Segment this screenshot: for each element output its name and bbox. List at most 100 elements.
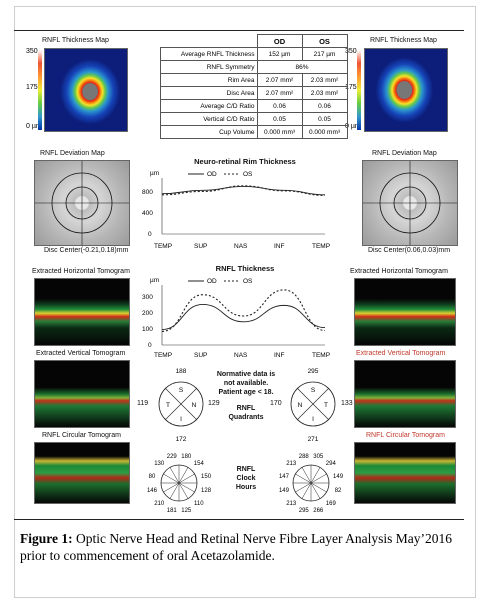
rim-xtick: TEMP	[154, 243, 172, 250]
clock-hour-value: 305	[313, 454, 324, 460]
table-cell-os: 0.06	[301, 99, 348, 113]
clock-spoke	[301, 467, 312, 484]
table-row: Average RNFL Thickness 152 µm 217 µm	[160, 47, 348, 61]
od-quadrant-left: 119	[137, 400, 149, 407]
od-quadrant-s: S	[179, 387, 184, 394]
clock-hour-value: 229	[167, 454, 178, 460]
clock-hour-value: 82	[335, 488, 342, 494]
clock-spoke	[301, 482, 312, 499]
rnfl-ytick: 200	[142, 310, 153, 317]
clock-title-line1: RNFL	[236, 466, 256, 473]
rnfl-ytick: 0	[148, 342, 152, 349]
clock-hour-value: 180	[181, 454, 192, 460]
left-color-scale	[38, 50, 42, 130]
table-row-label: RNFL Symmetry	[160, 60, 258, 74]
od-quadrant-chart: 188 S T N I 172	[158, 368, 204, 443]
clock-title: RNFL Clock Hours	[221, 465, 271, 492]
rim-legend-os: OS	[243, 171, 253, 178]
table-cell-symmetry: 86%	[256, 60, 348, 74]
clock-spoke	[310, 482, 321, 499]
left-vertical-title: Extracted Vertical Tomogram	[36, 350, 126, 357]
clock-hour-value: 213	[286, 461, 297, 467]
table-row-label: Vertical C/D Ratio	[160, 112, 258, 126]
os-quadrant-left: 170	[270, 400, 282, 407]
clock-title-line3: Hours	[235, 484, 257, 491]
rnfl-chart-title: RNFL Thickness	[215, 264, 275, 273]
clock-hour-value: 149	[333, 474, 344, 480]
rim-chart: µm OD OS 800 400 0 TEMP SUP NAS INF TEMP	[142, 170, 330, 250]
table-cell-os: 2.03 mm²	[301, 86, 348, 100]
quadrant-title: RNFL Quadrants	[221, 404, 271, 422]
right-thickness-map-title: RNFL Thickness Map	[370, 37, 437, 44]
right-deviation-title: RNFL Deviation Map	[372, 150, 437, 157]
clock-hour-value: 149	[279, 488, 290, 494]
summary-table: OD OS Average RNFL Thickness 152 µm 217 …	[160, 34, 348, 139]
top-rule	[14, 30, 464, 31]
table-row: RNFL Symmetry 86%	[160, 60, 348, 74]
clock-spoke	[169, 482, 180, 499]
rim-ytick: 800	[142, 189, 153, 196]
right-scale-mid: 175	[345, 84, 357, 91]
clock-hour-value: 210	[154, 501, 165, 507]
left-deviation-title: RNFL Deviation Map	[40, 150, 105, 157]
table-header-blank	[160, 34, 258, 48]
table-row: Vertical C/D Ratio 0.05 0.05	[160, 112, 348, 126]
rnfl-legend-od: OD	[207, 278, 217, 285]
clock-hour-value: 266	[313, 508, 324, 514]
right-horizontal-title: Extracted Horizontal Tomogram	[350, 268, 448, 275]
clock-spoke	[310, 467, 321, 484]
quadrant-title-line2: Quadrants	[228, 414, 264, 421]
table-cell-os: 0.05	[301, 112, 348, 126]
series-line-od	[161, 303, 326, 330]
right-circular-title: RNFL Circular Tomogram	[366, 432, 445, 439]
left-scale-bot: 0 µm	[26, 123, 42, 130]
od-quadrant-bottom: 172	[176, 436, 187, 443]
quadrant-note: Normative data is not available. Patient…	[196, 370, 296, 397]
od-quadrant-t: T	[166, 402, 170, 409]
rim-legend-od: OD	[207, 171, 217, 178]
clock-hour-value: 213	[286, 501, 297, 507]
table-cell-od: 2.07 mm²	[256, 86, 303, 100]
table-cell-od: 0.000 mm³	[256, 125, 303, 139]
left-circular-tomogram	[34, 442, 130, 504]
os-quadrant-top: 295	[308, 368, 319, 375]
rnfl-xtick: SUP	[194, 352, 207, 359]
table-row: Rim Area 2.07 mm² 2.03 mm²	[160, 73, 348, 87]
rim-xtick: SUP	[194, 243, 207, 250]
od-quadrant-n: N	[192, 402, 197, 409]
right-horizontal-tomogram	[354, 278, 456, 346]
rnfl-xtick: NAS	[234, 352, 248, 359]
table-row-label: Cup Volume	[160, 125, 258, 139]
clock-hour-value: 128	[201, 488, 212, 494]
table-cell-os: 0.000 mm³	[301, 125, 348, 139]
clock-spoke	[163, 473, 180, 484]
clock-spoke	[310, 482, 327, 493]
clock-hour-value: 125	[181, 508, 192, 514]
table-cell-od: 0.05	[256, 112, 303, 126]
rim-series	[161, 185, 326, 196]
clock-hour-value: 147	[279, 474, 290, 480]
clock-spoke	[178, 482, 195, 493]
left-disc-center: Disc Center(-0.21,0.18)mm	[44, 247, 129, 254]
right-disc-center: Disc Center(0.06,0.03)mm	[368, 247, 451, 254]
table-cell-os: 2.03 mm²	[301, 73, 348, 87]
right-deviation-map	[362, 160, 458, 246]
right-scale-bot: 0 µm	[345, 123, 361, 130]
quadrant-note-line2: not available.	[223, 380, 269, 387]
rnfl-series	[161, 289, 326, 333]
left-deviation-map	[34, 160, 130, 246]
rim-chart-unit: µm	[150, 170, 159, 177]
series-line-od	[161, 185, 326, 196]
clock-hour-value: 130	[154, 461, 165, 467]
table-cell-os: 217 µm	[301, 47, 348, 61]
clock-spoke	[163, 482, 180, 493]
right-circular-tomogram	[354, 442, 456, 504]
clock-spoke	[178, 473, 195, 484]
table-row-label: Disc Area	[160, 86, 258, 100]
rim-xtick: INF	[274, 243, 285, 250]
right-scale-top: 350	[345, 48, 357, 55]
os-quadrant-right: 133	[341, 400, 353, 407]
rim-xtick: NAS	[234, 243, 248, 250]
series-line-os	[161, 289, 326, 333]
